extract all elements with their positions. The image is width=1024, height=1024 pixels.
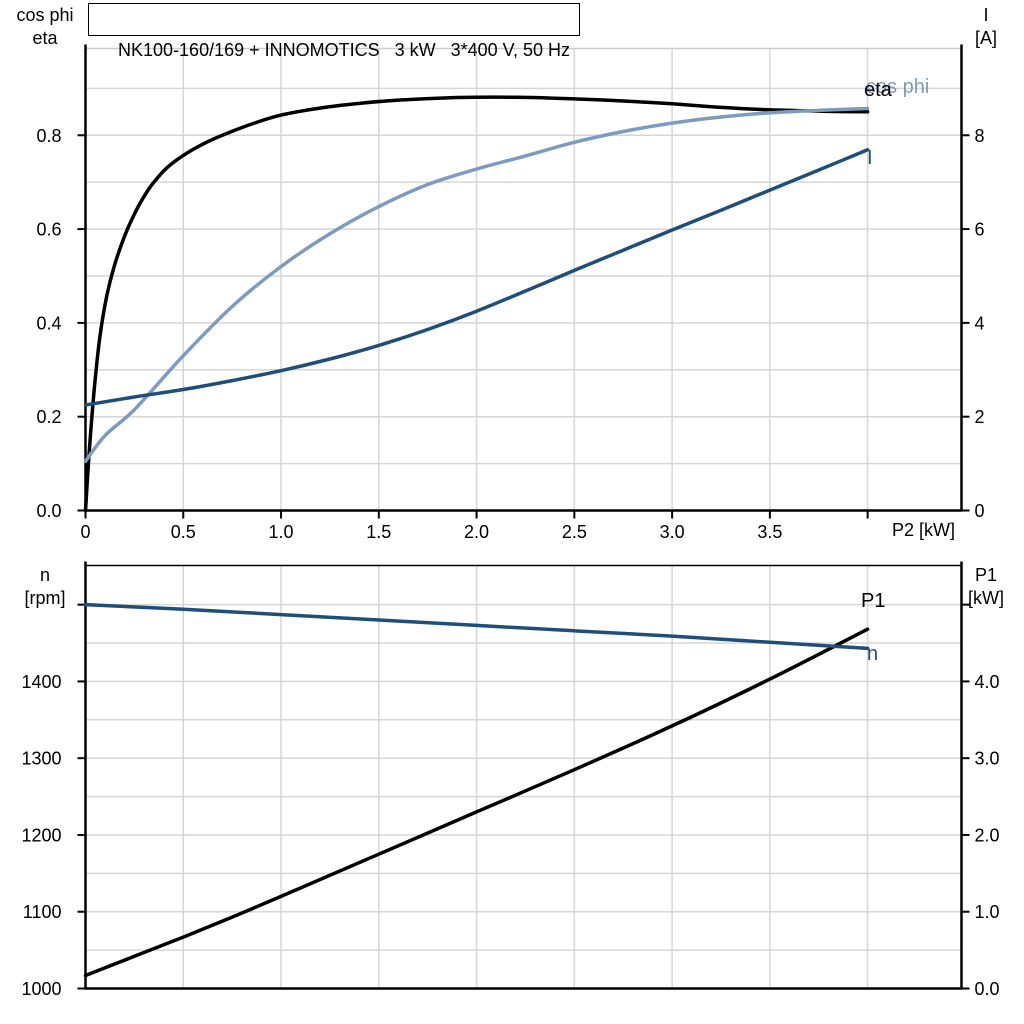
right-axis-title-line1: P1 [974,565,998,585]
tick-label: 1.5 [366,522,391,542]
tick-label: 3.5 [757,522,782,542]
tick-label: 4 [975,313,985,333]
top-chart-left-axis-title: cos phi eta [2,4,88,50]
tick-label: 0.4 [36,313,61,333]
left-axis-title-line1: n [39,565,50,585]
curve-label-current: I [867,147,873,169]
curve-label-eta: eta [864,79,892,101]
tick-label: 0.8 [36,126,61,146]
right-axis-title-line1: I [983,5,989,25]
ticks: 0 0.5 1.0 1.5 2.0 2.5 3.0 3.5 0.0 0.2 0.4 0.6 0.8 0 2 4… [36,126,984,542]
curve-cos-phi [83,106,870,464]
tick-label: 0.0 [975,979,1000,999]
tick-label: 2.5 [562,522,587,542]
bottom-chart-left-axis-title: n [rpm] [2,564,88,610]
chart-title-box: NK100-160/169 + INNOMOTICS 3 kW 3*400 V,… [88,3,581,60]
tick-label: 0.6 [36,220,61,240]
tick-label: 1000 [21,979,61,999]
left-axis-title-line2: [rpm] [24,588,66,608]
curve-label-p1: P1 [861,590,886,612]
right-axis-title-line2: [kW] [968,588,1004,608]
tick-label: 1200 [21,825,61,845]
tick-label: 2.0 [975,825,1000,845]
tick-label: 4.0 [975,672,1000,692]
gridlines [85,48,962,511]
tick-label: 1.0 [269,522,294,542]
curve-label-cos-phi: cos phi [866,76,930,98]
tick-label: 1.0 [975,902,1000,922]
tick-label: 0.0 [36,501,61,521]
chart-title: NK100-160/169 + INNOMOTICS 3 kW 3*400 V,… [118,40,571,60]
tick-label: 6 [975,220,985,240]
tick-label: 0.2 [36,407,61,427]
tick-label: 0 [80,522,90,542]
bottom-chart-right-axis-title: P1 [kW] [950,564,1022,610]
top-chart-right-axis-title: I [A] [950,4,1022,50]
curve-p1 [83,627,870,978]
curve-n [83,602,870,651]
axes [84,44,963,512]
tick-label: 1100 [23,902,62,922]
tick-label: 3.0 [975,749,1000,769]
tick-label: 1300 [21,749,61,769]
left-axis-title-line2: eta [32,28,58,48]
tick-label: 0.5 [171,522,196,542]
tick-label: 1400 [21,672,61,692]
right-axis-title-line2: [A] [974,28,997,48]
curve-eta [83,95,870,513]
tick-label: 8 [975,126,985,146]
chart-top: 0 0.5 1.0 1.5 2.0 2.5 3.0 3.5 0.0 0.2 0.4 0.6 0.8 0 2 4… [36,44,985,542]
ticks: 1000 1100 1200 1300 1400 0.0 1.0 2.0 3.0 4.0 [21,603,1000,999]
chart-bottom: 1000 1100 1200 1300 1400 0.0 1.0 2.0 3.0 4.0 [21,561,1000,999]
axes [84,561,963,990]
tick-label: 2.0 [464,522,489,542]
curve-label-speed: n [867,643,879,665]
left-axis-title-line1: cos phi [16,5,74,25]
tick-label: 0 [975,501,985,521]
tick-label: 3.0 [660,522,685,542]
x-axis-label: P2 [kW] [891,520,955,540]
tick-label: 2 [975,407,985,427]
curve-i [83,148,870,407]
